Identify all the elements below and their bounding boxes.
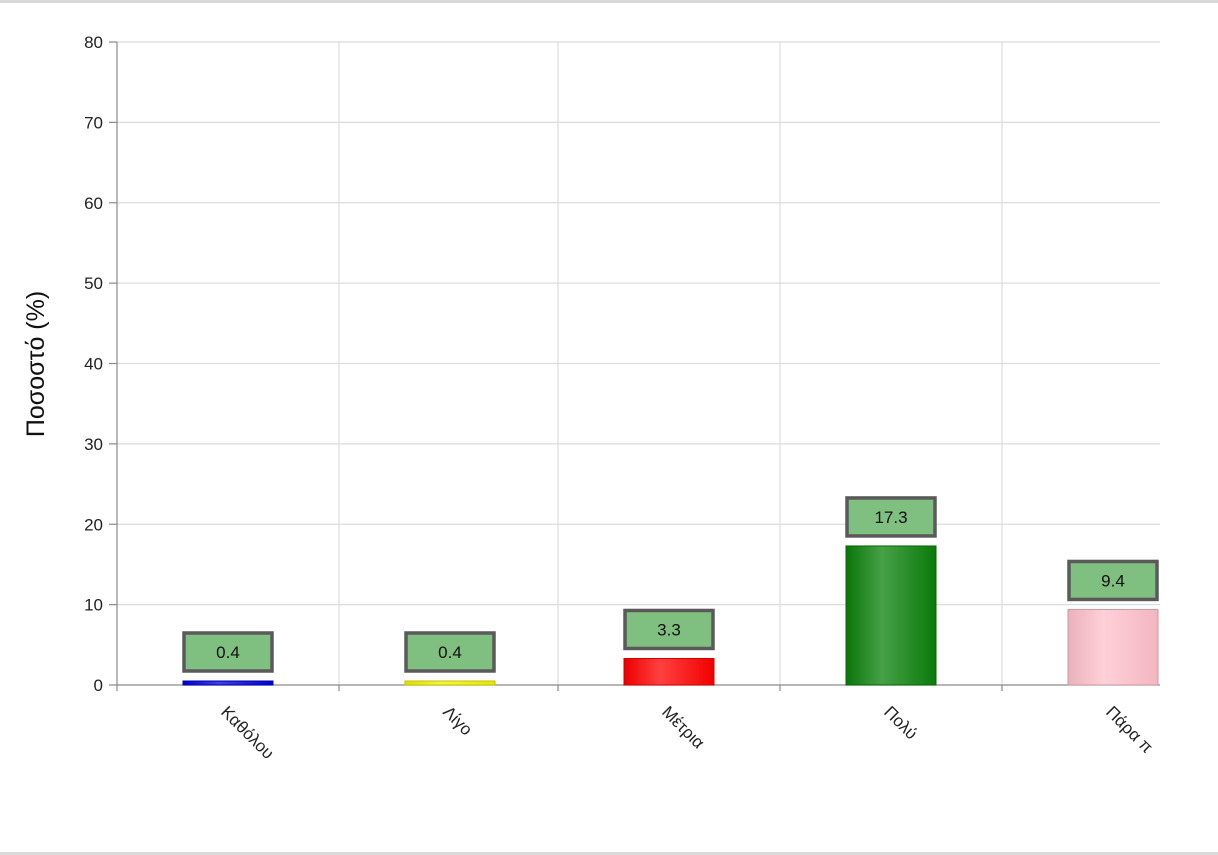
- data-label-box: [404, 631, 496, 673]
- bar-2: [404, 680, 496, 686]
- bar-1: [182, 680, 274, 686]
- y-tick-label: 0: [94, 676, 103, 695]
- top-border: [0, 0, 1218, 3]
- grid-lines: [117, 41, 1160, 685]
- y-axis-title: Ποσοστό (%): [22, 291, 50, 437]
- x-tick-labels: Καθόλου Λίγο Μέτρια Πολύ Πάρα π: [217, 702, 1156, 762]
- data-label-3: 3.3: [623, 608, 715, 651]
- y-tick-label: 70: [84, 113, 103, 132]
- data-label-box: [623, 608, 715, 651]
- x-tick-label: Καθόλου: [217, 702, 277, 762]
- data-label-value: 0.4: [216, 643, 240, 662]
- data-label-value: 9.4: [1101, 571, 1125, 590]
- data-label-value: 3.3: [657, 620, 681, 639]
- data-label-1: 0.4: [182, 631, 274, 673]
- data-label-value: 0.4: [438, 643, 462, 662]
- y-tick-label: 60: [84, 194, 103, 213]
- y-tick-label: 50: [84, 274, 103, 293]
- data-label-box: [845, 496, 937, 538]
- data-label-2: 0.4: [404, 631, 496, 673]
- data-label-value: 17.3: [874, 508, 907, 527]
- x-tick-label: Πάρα π: [1102, 702, 1156, 756]
- data-label-box: [1067, 559, 1159, 602]
- x-tick-label: Πολύ: [880, 702, 921, 743]
- x-tick-label: Λίγο: [439, 702, 476, 739]
- y-tick-labels: 0 10 20 30 40 50 60 70 80: [84, 33, 103, 695]
- data-labels: 0.4 0.4 3.3 17.3 9.4: [182, 496, 1159, 673]
- y-tick-label: 40: [84, 355, 103, 374]
- bar-3: [623, 657, 715, 686]
- y-tick-label: 30: [84, 435, 103, 454]
- bottom-border: [0, 852, 1218, 855]
- y-tick-label: 20: [84, 515, 103, 534]
- data-label-box: [182, 631, 274, 673]
- data-label-5: 9.4: [1067, 559, 1159, 602]
- y-tick-label: 80: [84, 33, 103, 52]
- x-tick-label: Μέτρια: [658, 702, 708, 752]
- bar-5: [1067, 608, 1159, 686]
- bars: [182, 545, 1159, 686]
- y-tick-label: 10: [84, 596, 103, 615]
- data-label-4: 17.3: [845, 496, 937, 538]
- bar-4: [845, 545, 937, 686]
